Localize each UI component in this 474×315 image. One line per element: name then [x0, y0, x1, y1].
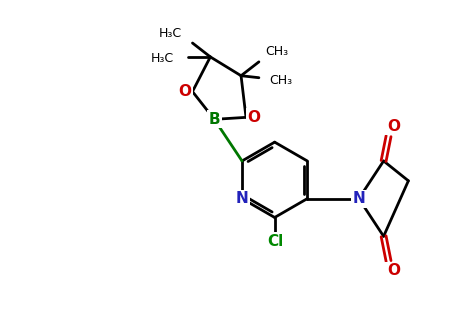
Text: O: O [387, 119, 400, 134]
Text: O: O [387, 263, 400, 278]
Text: H₃C: H₃C [159, 26, 182, 40]
Text: O: O [178, 84, 191, 99]
Text: CH₃: CH₃ [269, 74, 292, 87]
Text: H₃C: H₃C [151, 52, 174, 66]
Text: B: B [209, 112, 220, 127]
Text: O: O [247, 110, 260, 125]
Text: N: N [353, 191, 365, 206]
Text: N: N [236, 191, 248, 206]
Text: Cl: Cl [267, 234, 284, 249]
Text: CH₃: CH₃ [265, 45, 288, 59]
